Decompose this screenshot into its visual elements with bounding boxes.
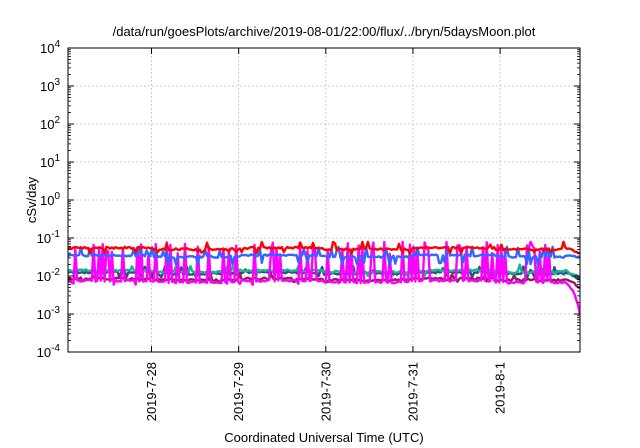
y-axis-label: cSv/day	[24, 176, 39, 223]
chart-title: /data/run/goesPlots/archive/2019-08-01/2…	[113, 24, 536, 39]
series-line-1	[68, 240, 580, 255]
x-axis-label: Coordinated Universal Time (UTC)	[224, 430, 423, 445]
y-tick-label: 100	[40, 191, 60, 208]
x-tick-label: 2019-7-31	[405, 362, 420, 421]
x-tick-label: 2019-7-28	[144, 362, 159, 421]
y-tick-label: 101	[40, 153, 60, 170]
grid	[68, 48, 580, 352]
x-axis: 2019-7-28 2019-7-29 2019-7-30 2019-7-31 2019…	[144, 48, 508, 421]
y-tick-label: 10-4	[37, 343, 61, 360]
y-tick-label: 104	[40, 39, 60, 56]
x-tick-label: 2019-7-30	[318, 362, 333, 421]
y-tick-label: 10-2	[37, 267, 61, 284]
y-tick-label: 103	[40, 77, 60, 94]
series-line-2	[68, 245, 580, 266]
series-line-6	[68, 240, 580, 316]
y-axis: 10-4 10-3 10-2 10-1 100 101 102 103 104	[37, 39, 580, 360]
y-tick-label: 10-3	[37, 305, 61, 322]
y-tick-label: 10-1	[37, 229, 61, 246]
x-tick-label: 2019-7-29	[231, 362, 246, 421]
y-tick-label: 102	[40, 115, 60, 132]
series-group	[68, 240, 580, 316]
x-tick-label: 2019-8-1	[493, 362, 508, 414]
